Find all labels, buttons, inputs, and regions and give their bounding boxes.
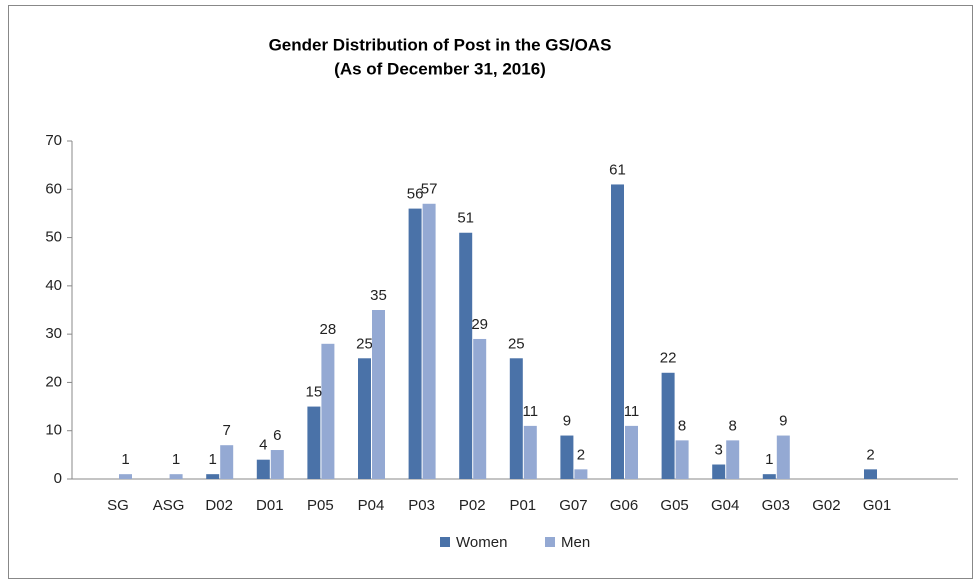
x-tick-label: ASG bbox=[153, 497, 185, 514]
x-tick-label: P01 bbox=[509, 497, 536, 514]
bar bbox=[408, 208, 422, 479]
data-label: 9 bbox=[563, 413, 571, 430]
chart-frame bbox=[8, 5, 973, 579]
data-label: 25 bbox=[508, 335, 525, 352]
data-label: 25 bbox=[356, 335, 373, 352]
x-tick-label: G06 bbox=[610, 497, 638, 514]
bar bbox=[256, 459, 270, 479]
data-label: 57 bbox=[421, 181, 438, 198]
bar bbox=[675, 440, 689, 479]
bar bbox=[473, 338, 487, 479]
y-tick-label: 0 bbox=[54, 470, 62, 487]
bar bbox=[611, 184, 624, 479]
bar bbox=[560, 435, 574, 479]
bar bbox=[661, 372, 675, 479]
data-label: 2 bbox=[577, 446, 585, 463]
bar bbox=[119, 474, 132, 479]
y-tick-label: 50 bbox=[45, 229, 62, 246]
y-tick-label: 40 bbox=[45, 277, 62, 294]
x-tick-label: P03 bbox=[408, 497, 435, 514]
data-label: 6 bbox=[273, 427, 281, 444]
data-label: 1 bbox=[765, 451, 773, 468]
data-label: 8 bbox=[678, 417, 686, 434]
x-tick-label: SG bbox=[107, 497, 129, 514]
bar bbox=[762, 474, 776, 479]
x-tick-label: D02 bbox=[205, 497, 233, 514]
y-tick-label: 70 bbox=[45, 132, 62, 149]
bar bbox=[307, 406, 321, 479]
data-label: 22 bbox=[660, 350, 677, 367]
bar bbox=[270, 450, 284, 479]
bar bbox=[459, 232, 473, 479]
bar bbox=[523, 425, 537, 479]
legend-label: Women bbox=[456, 534, 507, 551]
bar bbox=[509, 358, 523, 479]
bar bbox=[358, 358, 371, 479]
legend-swatch bbox=[545, 537, 555, 547]
data-label: 7 bbox=[223, 422, 231, 439]
data-label: 29 bbox=[471, 316, 488, 333]
x-tick-label: G07 bbox=[559, 497, 587, 514]
data-label: 1 bbox=[209, 451, 217, 468]
bar bbox=[712, 464, 726, 479]
data-label: 11 bbox=[523, 403, 539, 420]
data-label: 56 bbox=[407, 186, 424, 203]
data-label: 61 bbox=[609, 161, 626, 178]
x-tick-label: P04 bbox=[358, 497, 385, 514]
y-tick-label: 60 bbox=[45, 180, 62, 197]
x-tick-label: P05 bbox=[307, 497, 334, 514]
data-label: 4 bbox=[259, 437, 267, 454]
x-tick-label: G03 bbox=[762, 497, 790, 514]
data-label: 2 bbox=[866, 446, 874, 463]
x-tick-label: G01 bbox=[863, 497, 891, 514]
data-label: 1 bbox=[172, 451, 180, 468]
bar bbox=[625, 425, 638, 479]
data-label: 51 bbox=[457, 210, 474, 227]
data-label: 1 bbox=[121, 451, 129, 468]
bar bbox=[422, 203, 436, 479]
data-label: 15 bbox=[306, 384, 323, 401]
bar bbox=[726, 440, 740, 479]
x-tick-label: D01 bbox=[256, 497, 284, 514]
bar bbox=[574, 469, 588, 479]
data-label: 3 bbox=[715, 441, 723, 458]
chart-title: Gender Distribution of Post in the GS/OA… bbox=[269, 35, 612, 54]
legend-swatch bbox=[440, 537, 450, 547]
x-tick-label: P02 bbox=[459, 497, 486, 514]
data-label: 35 bbox=[370, 287, 387, 304]
bar bbox=[220, 445, 234, 479]
x-tick-label: G04 bbox=[711, 497, 739, 514]
x-tick-label: G05 bbox=[660, 497, 688, 514]
legend-label: Men bbox=[561, 534, 590, 551]
x-tick-label: G02 bbox=[812, 497, 840, 514]
data-label: 8 bbox=[729, 417, 737, 434]
bar bbox=[169, 474, 183, 479]
data-label: 9 bbox=[779, 413, 787, 430]
y-tick-label: 20 bbox=[45, 373, 62, 390]
bar bbox=[321, 343, 335, 479]
bar bbox=[372, 310, 385, 479]
data-label: 28 bbox=[320, 321, 337, 338]
y-tick-label: 30 bbox=[45, 325, 62, 342]
y-tick-label: 10 bbox=[45, 422, 62, 439]
bar bbox=[864, 469, 877, 479]
data-label: 11 bbox=[624, 403, 640, 420]
bar bbox=[776, 435, 790, 479]
chart-subtitle: (As of December 31, 2016) bbox=[334, 59, 546, 78]
bar bbox=[206, 474, 220, 479]
